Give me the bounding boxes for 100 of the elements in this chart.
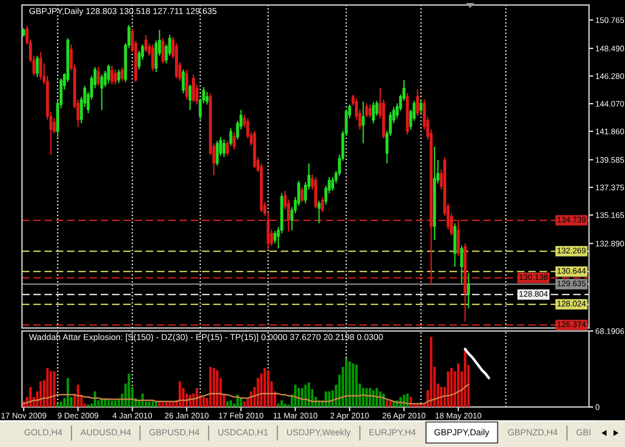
bar [230, 400, 232, 407]
ref-line-label: 130.138 [520, 274, 548, 280]
y-tick-label: 0 [596, 404, 600, 410]
bar [328, 391, 330, 407]
bar [284, 404, 286, 407]
chart-title: GBPJPY,Daily 128.803 130.518 127.711 129.635 [29, 8, 216, 16]
candlestick [107, 64, 110, 84]
x-tick-label: 11 Mar 2010 [274, 412, 318, 418]
candlestick [232, 131, 236, 150]
candlestick [460, 245, 464, 284]
ref-line-label: 128.024 [558, 300, 586, 306]
candlestick [368, 104, 372, 118]
text: GBPNZD,H4 [508, 429, 558, 436]
text: USDCAD,H1 [218, 429, 268, 436]
candlestick [192, 74, 195, 103]
y-tick-label: 141.860 [596, 128, 624, 134]
bar [46, 368, 49, 407]
bar [128, 374, 130, 407]
text: GBPJPY,Daily [434, 428, 490, 438]
bar [355, 364, 358, 407]
bar [162, 402, 164, 407]
bar [151, 401, 154, 407]
y-tick-label: 150.765 [596, 17, 624, 23]
bar [66, 378, 70, 407]
bar [277, 404, 280, 407]
candlestick [300, 186, 304, 203]
candlestick [365, 102, 368, 118]
text: AUDUSD,H4 [80, 429, 131, 436]
bar [114, 400, 117, 407]
bar [365, 388, 368, 407]
bar [154, 401, 158, 407]
bar [348, 361, 351, 407]
candlestick [229, 128, 232, 146]
bar [168, 401, 171, 407]
ref-line-label: 132.269 [558, 248, 586, 254]
bar [243, 401, 246, 407]
bar [212, 368, 216, 407]
x-tick-label: 9 Dec 2009 [58, 412, 98, 418]
bar [372, 390, 375, 407]
bar [264, 368, 266, 407]
bar [202, 396, 205, 407]
bar [399, 396, 402, 407]
bar [430, 336, 432, 407]
candlestick [318, 200, 321, 224]
line-series [23, 384, 470, 404]
bar [345, 358, 348, 407]
y-tick-label: 146.280 [596, 73, 624, 80]
bar [457, 364, 460, 407]
y-tick-label: 148.490 [596, 46, 624, 52]
bar [402, 394, 406, 407]
candlestick [110, 65, 114, 86]
ref-line-label: 128.804 [520, 291, 548, 297]
bar [294, 384, 297, 407]
bar [297, 388, 300, 407]
candlestick [206, 91, 209, 106]
text: EURJPY,H4 [370, 429, 416, 436]
candlestick [161, 38, 164, 64]
y-tick-label: 68.1906 [596, 328, 624, 334]
bar [440, 386, 443, 407]
bar [226, 401, 229, 407]
bar [376, 388, 378, 407]
candlestick [100, 74, 104, 111]
bar [308, 382, 310, 407]
candlestick [39, 51, 42, 80]
y-tick-label: 135.165 [596, 212, 624, 218]
bar [324, 391, 328, 407]
x-tick-label: 17 Nov 2009 [1, 412, 46, 418]
ref-line-label: 129.635 [558, 280, 586, 286]
bar [178, 381, 182, 407]
candlestick [114, 68, 117, 86]
candlestick [321, 196, 324, 213]
x-tick-label: 18 May 2010 [436, 412, 482, 420]
y-tick-label: 144.070 [596, 100, 624, 107]
candlestick [96, 66, 100, 86]
text: USDJPY,Weekly [287, 428, 351, 438]
bar [352, 364, 354, 407]
candlestick [151, 44, 154, 72]
x-tick-label: 4 Jan 2010 [112, 412, 152, 418]
x-tick-label: 2 Apr 2010 [330, 412, 369, 420]
bar [148, 401, 151, 407]
candlestick [372, 101, 375, 124]
x-tick-label: 26 Jan 2010 [164, 412, 209, 418]
candlestick [416, 88, 420, 116]
bar [165, 401, 168, 407]
bar [39, 381, 42, 407]
chart-title: Waddah Attar Explosion: [S(150) - DZ(30) - EP(15) - TP(15)] 0.0000 37.6270 20.2198 0.0300 [28, 334, 383, 342]
candlestick [226, 140, 229, 156]
ref-line-label: 134.739 [558, 216, 586, 223]
bar [464, 350, 466, 407]
bar [280, 400, 283, 407]
candlestick [185, 68, 188, 100]
candlestick [456, 219, 460, 256]
y-tick-label: 139.585 [596, 157, 624, 163]
candlestick [144, 34, 148, 53]
text: GBPUSD,H4 [149, 429, 200, 436]
candlestick [467, 272, 470, 309]
bar [209, 366, 212, 407]
ref-line-label: 126.374 [558, 321, 586, 328]
bar [50, 371, 52, 407]
bar [60, 401, 62, 407]
